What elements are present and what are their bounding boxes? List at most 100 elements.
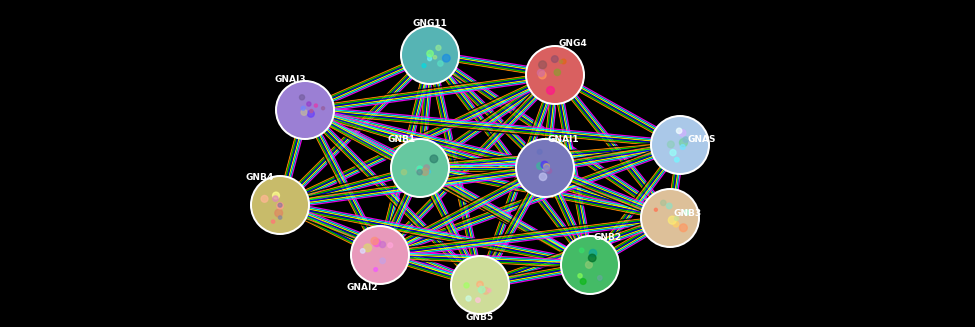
Circle shape	[544, 165, 550, 171]
Circle shape	[542, 165, 548, 171]
Circle shape	[427, 170, 431, 173]
Circle shape	[402, 27, 458, 83]
Circle shape	[250, 175, 310, 235]
Circle shape	[536, 163, 543, 169]
Circle shape	[373, 239, 380, 247]
Circle shape	[379, 242, 385, 248]
Circle shape	[424, 165, 429, 170]
Circle shape	[661, 200, 666, 206]
Circle shape	[578, 274, 582, 278]
Circle shape	[681, 145, 685, 149]
Text: GNAI1: GNAI1	[547, 135, 579, 145]
Circle shape	[668, 216, 677, 224]
Circle shape	[680, 139, 687, 146]
Circle shape	[680, 129, 685, 136]
Circle shape	[642, 190, 698, 246]
Circle shape	[277, 202, 283, 209]
Circle shape	[392, 140, 448, 196]
Circle shape	[640, 188, 700, 248]
Circle shape	[428, 57, 432, 61]
Circle shape	[541, 161, 548, 168]
Circle shape	[390, 138, 450, 198]
Circle shape	[552, 56, 558, 62]
Circle shape	[680, 224, 687, 232]
Circle shape	[427, 50, 433, 57]
Circle shape	[562, 59, 565, 64]
Circle shape	[450, 255, 510, 315]
Circle shape	[361, 249, 365, 253]
Circle shape	[380, 258, 385, 264]
Circle shape	[301, 106, 305, 110]
Circle shape	[483, 287, 489, 294]
Text: GNAI3: GNAI3	[274, 76, 306, 84]
Circle shape	[371, 237, 378, 245]
Circle shape	[400, 25, 460, 85]
Text: GNB3: GNB3	[674, 209, 702, 217]
Circle shape	[417, 170, 422, 175]
Circle shape	[538, 61, 547, 69]
Circle shape	[310, 110, 313, 112]
Circle shape	[373, 268, 377, 271]
Text: GNB5: GNB5	[466, 313, 494, 321]
Circle shape	[654, 208, 657, 211]
Circle shape	[478, 284, 482, 288]
Circle shape	[466, 296, 471, 301]
Text: GNB1: GNB1	[388, 135, 416, 145]
Circle shape	[562, 237, 618, 293]
Circle shape	[668, 141, 674, 148]
Circle shape	[476, 298, 481, 302]
Circle shape	[598, 276, 603, 281]
Circle shape	[278, 203, 282, 207]
Circle shape	[547, 168, 552, 173]
Circle shape	[352, 227, 408, 283]
Circle shape	[314, 104, 318, 107]
Text: GNB4: GNB4	[246, 173, 274, 181]
Circle shape	[589, 254, 596, 262]
Circle shape	[538, 72, 546, 79]
Circle shape	[479, 286, 485, 293]
Circle shape	[683, 210, 689, 215]
Circle shape	[273, 196, 278, 201]
Circle shape	[452, 257, 508, 313]
Circle shape	[537, 149, 542, 154]
Circle shape	[427, 55, 431, 58]
Text: GNG4: GNG4	[559, 39, 587, 47]
Circle shape	[589, 250, 597, 257]
Circle shape	[436, 45, 441, 50]
Circle shape	[547, 87, 555, 95]
Circle shape	[598, 276, 602, 280]
Circle shape	[307, 110, 314, 117]
Circle shape	[673, 221, 679, 227]
Circle shape	[580, 279, 586, 284]
Circle shape	[443, 54, 450, 62]
Circle shape	[579, 248, 584, 253]
Circle shape	[417, 166, 422, 171]
Text: GNAS: GNAS	[687, 135, 717, 145]
Circle shape	[277, 82, 333, 138]
Circle shape	[544, 164, 549, 169]
Circle shape	[322, 107, 325, 110]
Text: GNAI2: GNAI2	[346, 283, 378, 291]
Circle shape	[539, 173, 547, 181]
Circle shape	[273, 192, 280, 199]
Circle shape	[652, 117, 708, 173]
Circle shape	[271, 220, 275, 223]
Circle shape	[388, 243, 393, 248]
Circle shape	[416, 166, 423, 173]
Circle shape	[554, 69, 561, 76]
Text: GNG11: GNG11	[412, 19, 448, 27]
Circle shape	[683, 137, 688, 142]
Circle shape	[438, 61, 443, 66]
Circle shape	[301, 110, 307, 115]
Circle shape	[422, 64, 426, 68]
Circle shape	[430, 155, 438, 163]
Circle shape	[515, 138, 575, 198]
Circle shape	[261, 196, 268, 202]
Circle shape	[488, 289, 491, 292]
Circle shape	[560, 235, 620, 295]
Circle shape	[402, 170, 407, 175]
Circle shape	[364, 244, 371, 252]
Circle shape	[433, 56, 437, 59]
Circle shape	[350, 225, 410, 285]
Circle shape	[667, 203, 672, 209]
